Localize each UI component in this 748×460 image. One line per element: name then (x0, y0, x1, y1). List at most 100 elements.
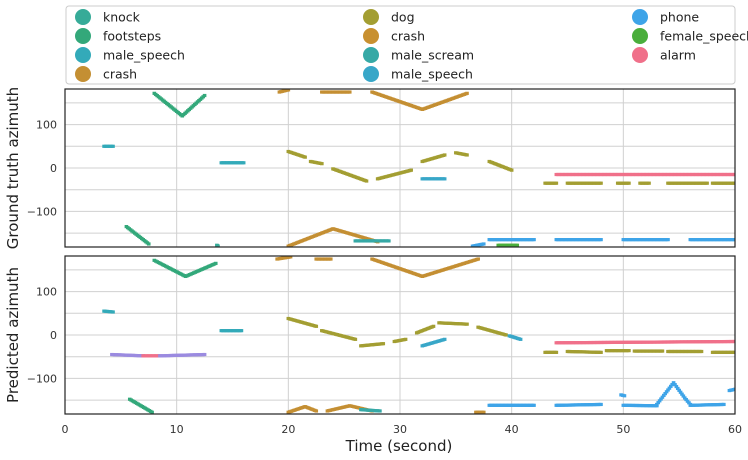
point-phone (532, 238, 536, 242)
point-dog (599, 350, 603, 354)
point-phone (656, 401, 661, 405)
point-phone (599, 402, 603, 407)
point-dog (554, 181, 559, 185)
x-tick-label: 60 (728, 423, 742, 436)
point-knock (216, 244, 220, 247)
point-phone (622, 394, 627, 398)
point-crash (328, 257, 333, 261)
point-phone (663, 391, 668, 396)
point-crash (286, 89, 291, 92)
legend-label: knock (103, 10, 141, 25)
plot-frame (64, 255, 736, 415)
point-crash (314, 409, 319, 413)
legend-frame (65, 5, 736, 85)
point-male_speech (442, 177, 447, 181)
point-phone (733, 387, 735, 391)
predicted-ylabel: Predicted azimuth (4, 267, 22, 403)
point-dog (554, 350, 559, 354)
point-phone (666, 388, 670, 392)
x-tick-label: 50 (616, 423, 630, 436)
point-crash (465, 91, 469, 95)
point-dog (381, 342, 386, 346)
point-dog (403, 337, 408, 341)
point-phone (599, 238, 603, 242)
legend-marker (363, 28, 379, 44)
point-dog (627, 181, 631, 185)
y-tick-label: 100 (36, 119, 57, 132)
point-dog (647, 181, 651, 185)
point-dog (599, 181, 603, 185)
x-tick-label: 30 (393, 423, 407, 436)
legend-label: crash (391, 29, 425, 44)
x-tick-label: 0 (62, 423, 69, 436)
point-male_speech (442, 337, 447, 341)
legend-marker (75, 28, 91, 44)
point-phone (680, 392, 684, 396)
predicted-panel: 100 0 −100 Predicted azimuth (4, 255, 736, 415)
point-dog (699, 349, 704, 354)
point-phone (668, 384, 673, 388)
legend-label: crash (103, 67, 137, 82)
x-tick-label: 20 (281, 423, 295, 436)
point-phone (674, 384, 679, 389)
point-phone (673, 383, 677, 387)
point-phone (681, 394, 686, 398)
point-phone (655, 402, 659, 407)
legend-marker (632, 47, 648, 63)
point-crash (288, 256, 293, 259)
point-dog (409, 168, 413, 172)
point-phone (671, 381, 676, 385)
point-phone (532, 403, 536, 407)
x-tick-label: 40 (505, 423, 519, 436)
point-crash (481, 410, 486, 414)
point-dog (431, 324, 436, 328)
point-phone (657, 399, 662, 403)
point-phone (662, 393, 666, 398)
point-dog (320, 162, 324, 166)
legend-marker (632, 28, 648, 44)
legend-label: male_speech (391, 67, 473, 82)
ground-truth-ylabel: Ground truth azimuth (4, 87, 22, 249)
legend-label: female_speech (660, 29, 748, 44)
ground-truth-panel: 100 0 −100 Ground truth azimuth (4, 87, 736, 249)
point-male_scream (387, 239, 391, 243)
legend-label: phone (660, 10, 699, 25)
legend-marker (363, 47, 379, 63)
point-dog (465, 322, 469, 326)
x-tick-label: 10 (170, 423, 184, 436)
point-dog (660, 349, 665, 353)
point-dog (314, 324, 319, 328)
point-crash (347, 90, 352, 94)
point-unknown (202, 352, 207, 357)
point-phone (677, 388, 681, 392)
y-tick-label: −100 (27, 205, 57, 218)
point-phone (682, 396, 687, 400)
point-dog (303, 155, 307, 159)
point-dog (364, 179, 369, 183)
point-phone (675, 386, 680, 391)
point-dog (504, 333, 508, 337)
legend-label: footsteps (103, 29, 161, 44)
legend: knockfootstepsmale_speechcrashdogcrashma… (65, 5, 748, 85)
point-male_speech (111, 144, 115, 148)
point-phone (481, 242, 486, 246)
y-tick-label: −100 (27, 372, 57, 385)
plot-frame (64, 88, 736, 248)
point-footsteps (202, 93, 207, 98)
point-male_speech (111, 310, 115, 314)
point-alarm (733, 172, 735, 177)
point-phone (722, 402, 726, 407)
point-phone (685, 399, 690, 403)
point-dog (705, 181, 709, 185)
point-phone (659, 397, 663, 401)
point-male_speech (518, 337, 523, 341)
point-dog (465, 153, 469, 157)
legend-marker (75, 66, 91, 82)
point-phone (684, 397, 688, 402)
point-phone (670, 382, 674, 387)
x-axis: 0 10 20 30 40 50 60 (62, 423, 743, 436)
point-crash (476, 257, 480, 261)
point-male_speech (239, 329, 244, 333)
point-footsteps (146, 242, 151, 246)
